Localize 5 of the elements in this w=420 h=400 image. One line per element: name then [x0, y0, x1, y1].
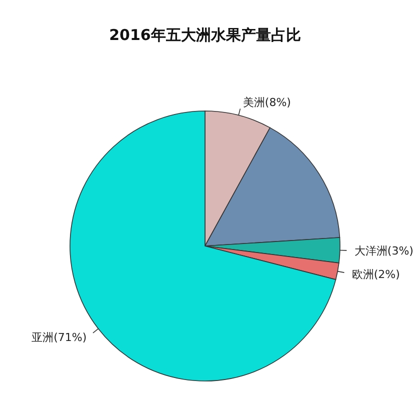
slice-label: 大洋洲(3%): [354, 244, 414, 258]
slice-label: 亚洲(71%): [32, 331, 87, 344]
slice-label: 欧洲(2%): [352, 268, 400, 281]
chart-title: 2016年五大洲水果产量占比: [109, 26, 301, 44]
slice-label: 美洲(8%): [242, 96, 291, 110]
